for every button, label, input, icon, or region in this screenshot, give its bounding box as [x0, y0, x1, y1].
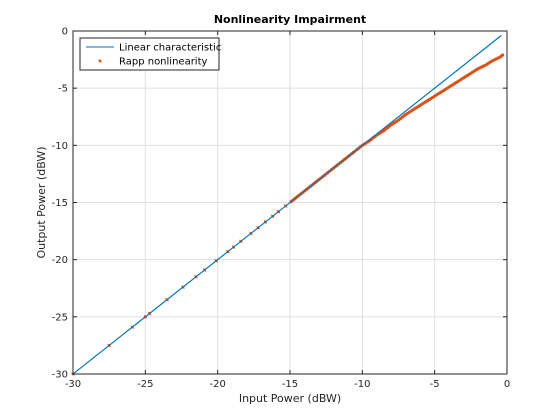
- legend-box: [79, 37, 220, 71]
- legend-rapp-label: Rapp nonlinearity: [119, 57, 208, 68]
- x-tick-label: -15: [282, 379, 298, 390]
- y-tick-label: -25: [52, 312, 68, 323]
- y-tick-label: -30: [52, 370, 68, 381]
- rapp-point: [501, 53, 505, 57]
- legend-rapp-swatch: [98, 59, 102, 63]
- x-axis-title: Input Power (dBW): [239, 392, 341, 405]
- legend-rapp-marker-cross: [98, 59, 102, 63]
- y-tick-label: -15: [52, 198, 68, 209]
- series-layer: [71, 35, 505, 376]
- x-tick-label: 0: [504, 379, 510, 390]
- legend: Linear characteristic Rapp nonlinearity: [79, 37, 221, 71]
- x-tick-label: -20: [209, 379, 225, 390]
- tick-layer: -30 -25 -20 -15 -10 -5 0 -30 -25 -20 -15 -10 -5 0: [52, 27, 511, 391]
- y-tick-label: 0: [62, 27, 68, 38]
- x-tick-label: -5: [430, 379, 440, 390]
- x-tick-label: -10: [354, 379, 370, 390]
- linear-characteristic-line-overlay: [72, 35, 502, 375]
- y-tick-label: -5: [58, 84, 68, 95]
- y-tick-label: -20: [52, 255, 68, 266]
- y-tick-label: -10: [52, 141, 68, 152]
- y-axis-title: Output Power (dBW): [35, 146, 48, 258]
- x-tick-label: -30: [65, 379, 81, 390]
- chart-title: Nonlinearity Impairment: [214, 13, 366, 26]
- x-tick-label: -25: [137, 379, 153, 390]
- legend-linear-label: Linear characteristic: [119, 43, 221, 54]
